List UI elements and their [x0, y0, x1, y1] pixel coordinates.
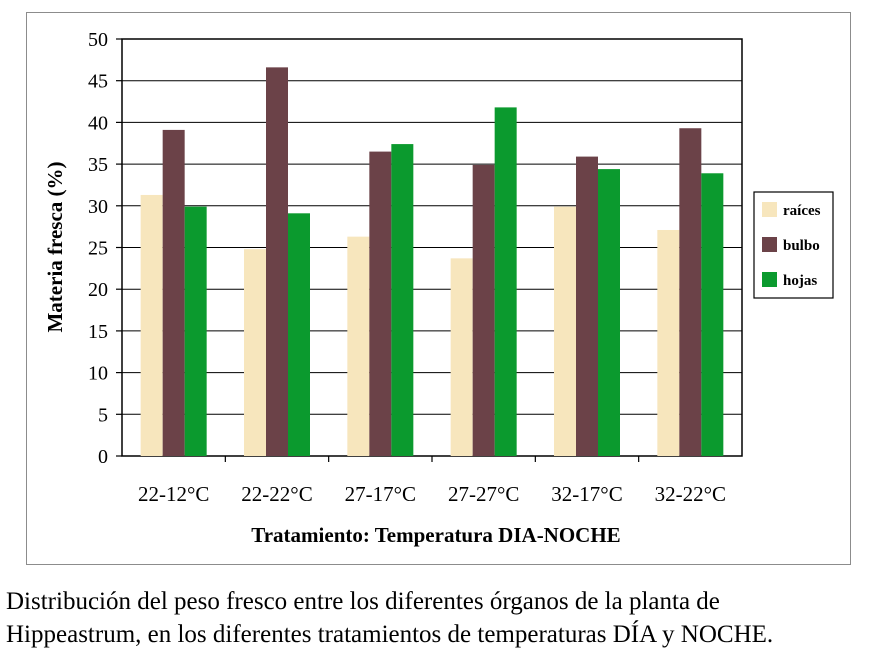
legend-swatch-raíces — [762, 202, 777, 217]
bar-raíces-22-22°C — [244, 249, 266, 456]
bar-bulbo-32-17°C — [576, 156, 598, 456]
x-tick-label: 27-17°C — [345, 482, 416, 506]
bar-bulbo-22-22°C — [266, 67, 288, 456]
y-tick-label: 45 — [88, 71, 108, 93]
grid-lines — [122, 80, 742, 415]
bar-hojas-32-22°C — [701, 173, 724, 457]
bar-bulbo-27-27°C — [472, 164, 495, 456]
bar-bulbo-22-12°C — [162, 129, 185, 456]
x-tick-label: 32-17°C — [551, 482, 622, 506]
caption-line-2: Hippeastrum, en los diferentes tratamien… — [6, 621, 774, 648]
caption-line-1: Distribución del peso fresco entre los d… — [6, 588, 720, 615]
bar-hojas-22-22°C — [288, 213, 310, 456]
x-tick-label: 22-12°C — [138, 482, 209, 506]
bar-hojas-32-17°C — [598, 169, 620, 456]
y-tick-label: 0 — [98, 446, 108, 468]
chart-frame — [26, 12, 851, 565]
figure-caption: Distribución del peso fresco entre los d… — [6, 585, 866, 651]
bars — [140, 67, 724, 457]
bar-hojas-27-17°C — [391, 144, 414, 457]
y-tick-label: 5 — [98, 404, 108, 426]
y-tick-label: 40 — [88, 112, 108, 134]
legend: raíces bulbo hojas — [753, 191, 834, 299]
bar-raíces-27-17°C — [347, 236, 370, 456]
x-tick-label: 27-27°C — [448, 482, 519, 506]
x-axis-label: Tratamiento: Temperatura DIA-NOCHE — [251, 523, 620, 547]
legend-swatch-bulbo — [762, 237, 777, 252]
axes: 0 5 10 15 20 25 30 35 40 45 50 22-12°C 22-22°C 27-17°… — [88, 29, 726, 506]
y-tick-label: 35 — [88, 154, 108, 176]
y-tick-label: 10 — [88, 363, 108, 385]
bar-hojas-22-12°C — [184, 206, 207, 456]
bar-raíces-22-12°C — [140, 194, 163, 456]
x-tick-label: 22-22°C — [241, 482, 312, 506]
bar-raíces-32-17°C — [554, 206, 576, 456]
y-tick-label: 50 — [88, 29, 108, 51]
bar-raíces-27-27°C — [450, 258, 473, 456]
y-tick-label: 30 — [88, 196, 108, 218]
y-tick-label: 15 — [88, 321, 108, 343]
legend-label-bulbo: bulbo — [783, 238, 820, 254]
legend-label-hojas: hojas — [783, 273, 817, 289]
bar-raíces-32-22°C — [657, 229, 680, 456]
y-tick-label: 20 — [88, 279, 108, 301]
bar-hojas-27-27°C — [494, 107, 517, 456]
x-tick-label: 32-22°C — [655, 482, 726, 506]
bar-bulbo-32-22°C — [679, 128, 702, 456]
bar-bulbo-27-17°C — [369, 151, 392, 456]
legend-swatch-hojas — [762, 272, 777, 287]
y-tick-label: 25 — [88, 238, 108, 260]
y-axis-label: Materia fresca (%) — [43, 161, 67, 332]
legend-label-raíces: raíces — [783, 203, 821, 219]
